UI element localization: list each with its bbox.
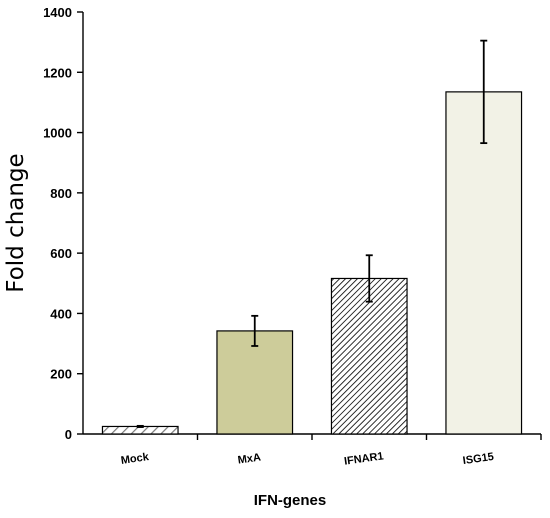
y-tick-label: 400 [50,306,72,321]
bar-mxa [216,330,294,435]
y-axis-label: Fold change [3,153,29,292]
y-tick-label: 1200 [43,65,72,80]
x-tick-label-isg15: ISG15 [462,451,495,467]
bars [101,91,523,435]
bar-ifnar1 [330,277,408,435]
y-tick-label: 800 [50,186,72,201]
category-labels: Mock MxA IFNAR1 ISG15 [120,450,495,467]
x-tick-label-mxa: MxA [237,451,262,466]
error-bars [136,39,488,428]
y-tick-label: 0 [65,427,72,442]
x-tick-label-mock: Mock [120,451,150,467]
bar-isg15 [445,91,523,435]
y-tick-label: 600 [50,246,72,261]
y-tick-label: 1000 [43,126,72,141]
y-tick-label: 1400 [43,5,72,20]
x-ticks [196,434,542,440]
x-axis-label: IFN-genes [254,492,327,509]
y-ticks: 0 200 400 600 800 1000 1200 1400 [43,5,83,442]
x-tick-label-ifnar1: IFNAR1 [343,450,384,467]
y-tick-label: 200 [50,367,72,382]
